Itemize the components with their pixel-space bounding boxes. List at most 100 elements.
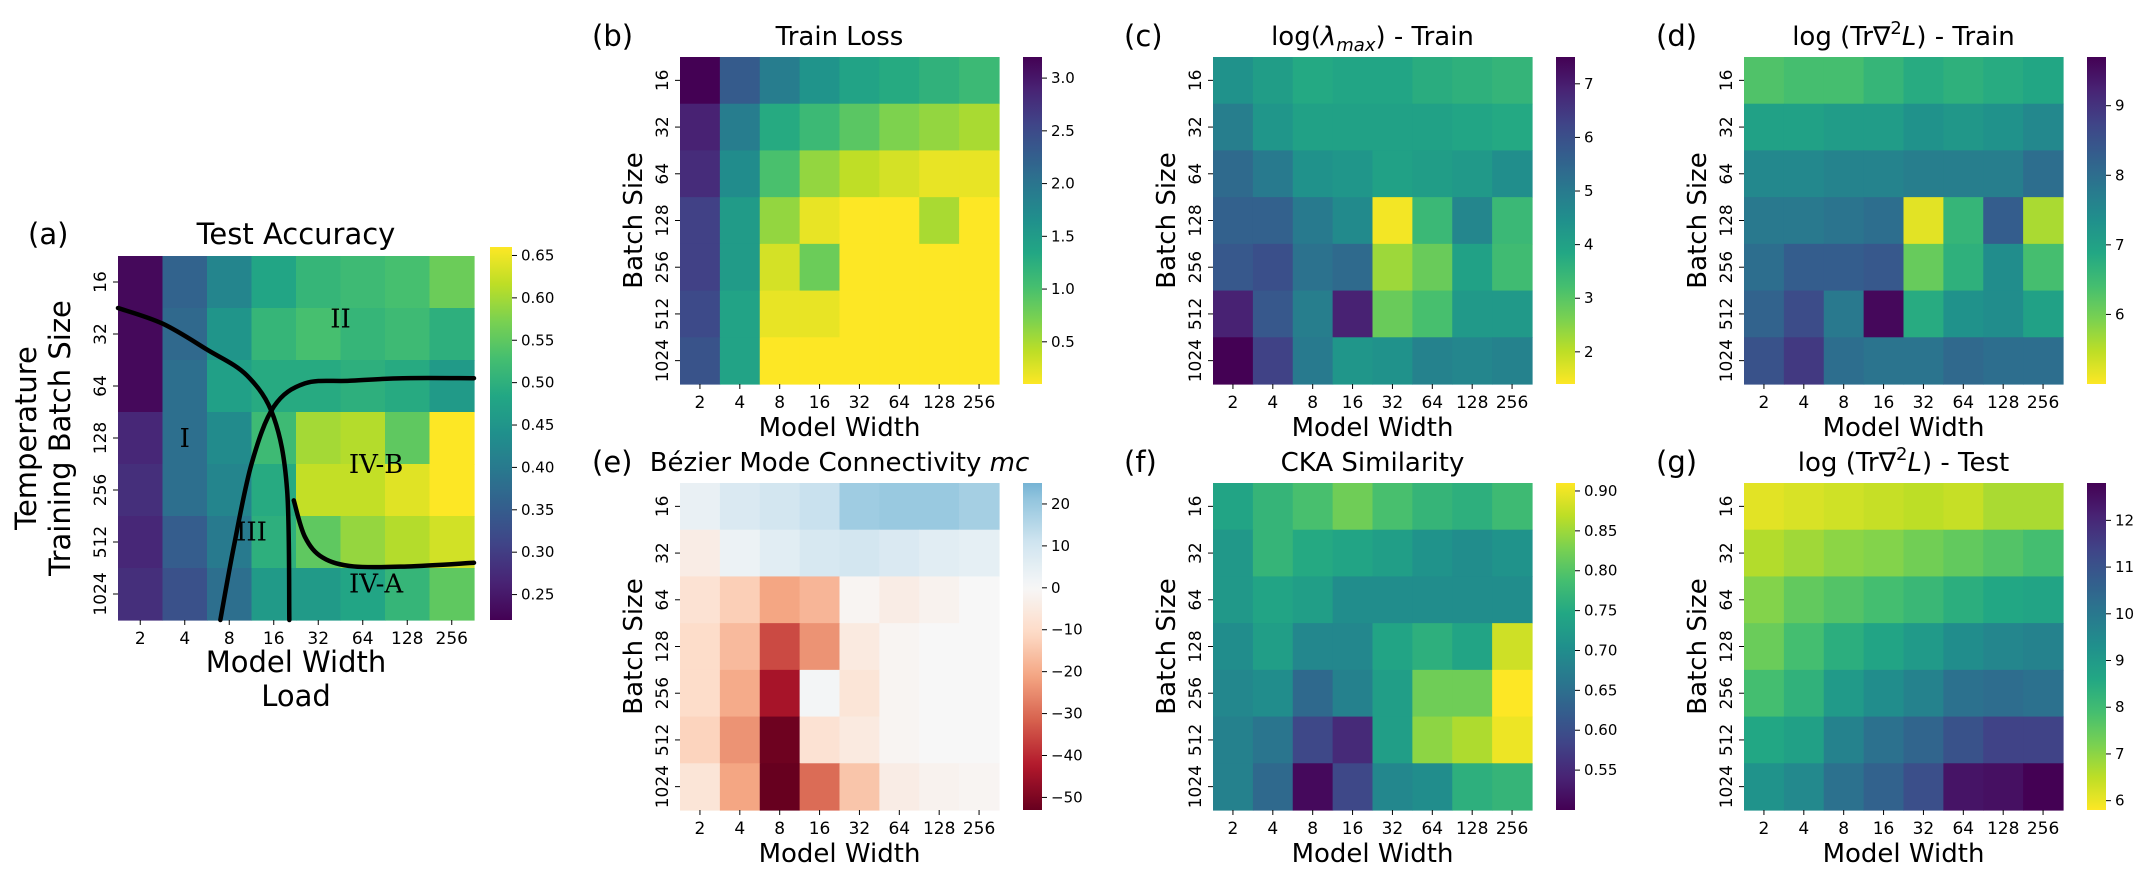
x-tick-label: 64	[1421, 819, 1443, 839]
heatmap-cell	[680, 763, 721, 811]
heatmap-cell	[1783, 623, 1825, 671]
heatmap-cell	[759, 290, 801, 338]
x-tick-label: 256	[963, 393, 995, 413]
heatmap-cell	[879, 103, 920, 152]
heatmap-cell	[959, 150, 1000, 198]
x-tick-label: 4	[1267, 819, 1278, 839]
heatmap-cell	[1943, 716, 1984, 764]
heatmap-cell	[719, 150, 761, 198]
colorbar-tick-label: 0.60	[521, 289, 554, 307]
heatmap-cell	[1903, 669, 1944, 718]
heatmap-cell	[919, 337, 960, 385]
heatmap-cell	[429, 256, 475, 309]
y-tick-label: 32	[653, 116, 673, 138]
colorbar-gradient	[1023, 57, 1042, 384]
x-tick-label: 128	[1987, 819, 2019, 839]
heatmap-cell	[1332, 103, 1374, 152]
heatmap-cell	[680, 623, 721, 671]
heatmap-cell	[1332, 337, 1374, 385]
heatmap-cell	[1863, 197, 1905, 245]
heatmap-cell	[1412, 103, 1453, 152]
heatmap-cell	[251, 256, 297, 309]
colorbar-tick-label: 3	[1584, 289, 1594, 307]
heatmap-cell	[1783, 337, 1825, 385]
heatmap-cell	[1452, 243, 1493, 292]
heatmap-cell	[879, 669, 920, 718]
heatmap-cell	[1783, 290, 1825, 338]
heatmap-cell	[1492, 103, 1533, 152]
heatmap-cell	[1983, 483, 2024, 531]
heatmap-cell	[1292, 103, 1334, 152]
heatmap-cell	[1372, 669, 1413, 718]
colorbar-tick-label: 9	[2115, 97, 2125, 115]
heatmap-cell	[1213, 623, 1254, 671]
heatmap-cell	[1252, 103, 1294, 152]
heatmap-cell	[759, 197, 801, 245]
heatmap-cell	[680, 483, 721, 531]
colorbar: −50 −40 −30 −20 −10 0 10 20	[1023, 483, 1083, 810]
heatmap-cell	[1823, 197, 1865, 245]
heatmap-cell	[1372, 243, 1413, 292]
heatmap-cell	[2023, 290, 2064, 338]
heatmap-cell	[296, 360, 342, 413]
heatmap-cell	[759, 57, 801, 105]
phase-region-label: IV-A	[349, 570, 404, 600]
heatmap-cell	[1412, 529, 1453, 578]
colorbar-tick-label: −40	[1051, 747, 1083, 765]
heatmap-cell	[1372, 197, 1413, 245]
x-tick-label: 16	[809, 393, 831, 413]
colorbar: 2 3 4 5 6 7	[1556, 57, 1594, 384]
heatmap-cell	[1943, 337, 1984, 385]
heatmap-cell	[959, 716, 1000, 764]
heatmap-cell	[429, 516, 475, 569]
x-tick-label: 128	[391, 629, 423, 649]
heatmap-cell	[1452, 290, 1493, 338]
heatmap-cell	[1213, 716, 1254, 764]
heatmap-cell	[1412, 716, 1453, 764]
colorbar-tick-label: 6	[2115, 305, 2125, 323]
x-tick-label: 64	[352, 629, 374, 649]
heatmap-cell	[959, 529, 1000, 578]
heatmap-cell	[959, 337, 1000, 385]
heatmap-cell	[1783, 57, 1825, 105]
heatmap-cell	[1412, 150, 1453, 198]
colorbar-tick-label: 0	[1051, 579, 1061, 597]
x-tick-label: 2	[695, 393, 706, 413]
x-tick-label: 128	[923, 819, 955, 839]
heatmap-cell	[1903, 57, 1944, 105]
x-tick-label: 32	[1913, 819, 1935, 839]
heatmap-cell	[1292, 243, 1334, 292]
heatmap-cell	[680, 576, 721, 624]
heatmap-cell	[429, 464, 475, 517]
heatmap-cell	[1412, 337, 1453, 385]
heatmap-cell	[839, 150, 880, 198]
colorbar-tick-label: 7	[2115, 745, 2125, 763]
colorbar: 6 7 8 9	[2087, 57, 2125, 384]
heatmap-cell	[1492, 290, 1533, 338]
heatmap-cell	[1252, 197, 1294, 245]
heatmap-cell	[296, 464, 342, 517]
heatmap-cell	[1744, 103, 1785, 152]
y-tick-label: 64	[1717, 163, 1737, 185]
heatmap-cell	[919, 57, 960, 105]
heatmap-cell	[429, 308, 475, 361]
heatmap-cell	[879, 716, 920, 764]
panel-a: (a) Test Accuracy 2 4 8 16 32 64 128 256 16 32 64 128…	[9, 217, 554, 713]
x-tick-label: 8	[1307, 393, 1318, 413]
heatmap-cell	[1213, 150, 1254, 198]
colorbar-tick-label: 4	[1584, 236, 1594, 254]
heatmap-cell	[959, 290, 1000, 338]
heatmap-cell	[1252, 243, 1294, 292]
heatmap-cell	[1983, 57, 2024, 105]
heatmap-cell	[719, 57, 761, 105]
heatmap-cell	[1943, 243, 1984, 292]
x-tick-label: 64	[888, 819, 910, 839]
panel-label: (f)	[1124, 445, 1157, 479]
phase-boundary-line	[291, 498, 477, 570]
heatmap-cell	[680, 197, 721, 245]
x-axis-label: Model Width	[206, 645, 387, 679]
heatmap-cell	[1252, 150, 1294, 198]
heatmap-cell	[1823, 337, 1865, 385]
heatmap-cell	[1213, 243, 1254, 292]
heatmap-cell	[799, 243, 841, 292]
